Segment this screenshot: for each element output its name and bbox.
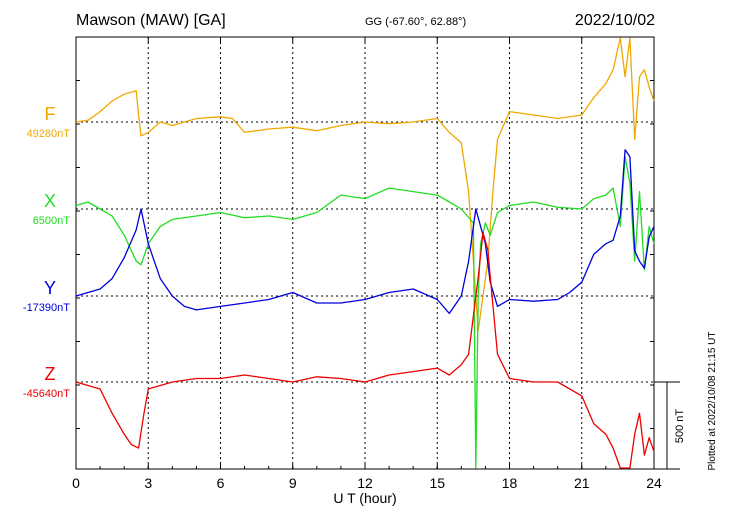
- baseline-value-z: -45640nT: [23, 388, 70, 400]
- x-tick-label: 6: [217, 475, 225, 491]
- x-tick-label: 24: [646, 475, 662, 491]
- x-tick-label: 12: [357, 475, 373, 491]
- scale-bar-label: 500 nT: [674, 409, 686, 444]
- chart-date: 2022/10/02: [575, 12, 655, 29]
- series-line-y: [75, 149, 655, 315]
- series-name-f: F: [45, 104, 56, 124]
- x-tick-label: 18: [502, 475, 518, 491]
- baseline-value-y: -17390nT: [23, 302, 70, 314]
- gridlines: [147, 37, 583, 469]
- x-axis-label: U T (hour): [333, 490, 396, 506]
- chart-title: Mawson (MAW) [GA]: [76, 12, 226, 29]
- series-name-x: X: [44, 191, 56, 211]
- series-labels: F 49280nT X 6500nT Y -17390nT Z -45640nT: [23, 104, 70, 400]
- x-tick-label: 21: [574, 475, 590, 491]
- series-line-z: [75, 231, 655, 469]
- baseline-value-f: 49280nT: [27, 128, 71, 140]
- series-line-x: [75, 156, 655, 469]
- series-name-y: Y: [44, 278, 56, 298]
- plotted-footer: Plotted at 2022/10/08 21:15 UT: [707, 332, 718, 471]
- scale-bar: 500 nT: [654, 381, 686, 470]
- series-line-f: [75, 37, 655, 332]
- axis-ticks: 0 3 6 9 12 15 18 21 24: [72, 37, 662, 491]
- station-coords: GG (-67.60°, 62.88°): [365, 16, 466, 28]
- x-tick-label: 15: [429, 475, 445, 491]
- x-tick-label: 0: [72, 475, 80, 491]
- x-tick-label: 3: [144, 475, 152, 491]
- series-lines: [75, 37, 655, 469]
- series-name-z: Z: [45, 364, 56, 384]
- baseline-value-x: 6500nT: [33, 215, 71, 227]
- x-tick-label: 9: [289, 475, 297, 491]
